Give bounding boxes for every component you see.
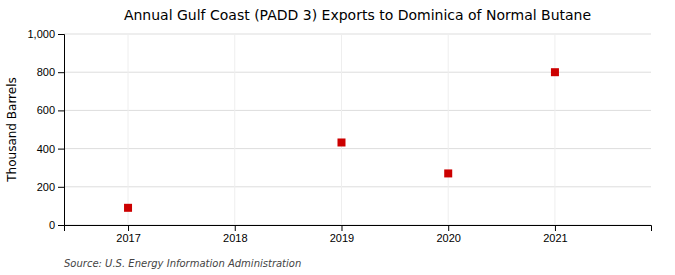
- tick-label: 200: [37, 181, 55, 193]
- tick-label: 400: [37, 143, 55, 155]
- tick-mark: [58, 187, 64, 188]
- tick-mark: [341, 225, 342, 231]
- tick-label: 2019: [330, 232, 354, 244]
- tick: 2018: [223, 225, 247, 244]
- tick: 600: [37, 104, 64, 116]
- tick-mark: [128, 225, 129, 231]
- grid: [64, 34, 651, 225]
- source-note: Source: U.S. Energy Information Administ…: [64, 258, 301, 269]
- grid-line: [64, 186, 651, 187]
- grid-line: [64, 72, 651, 73]
- tick-mark: [58, 72, 64, 73]
- tick-mark: [448, 225, 449, 231]
- tick-label: 2017: [116, 232, 140, 244]
- tick-mark: [555, 225, 556, 231]
- grid-line: [341, 34, 342, 225]
- tick-mark: [58, 34, 64, 35]
- tick: 400: [37, 143, 64, 155]
- point: [551, 68, 559, 76]
- tick: 200: [37, 181, 64, 193]
- title: Annual Gulf Coast (PADD 3) Exports to Do…: [124, 7, 591, 23]
- points: [124, 68, 559, 212]
- y-axis-title: Thousand Barrels: [5, 77, 19, 182]
- axis-line: [65, 226, 652, 232]
- grid-line: [64, 110, 651, 111]
- grid-line: [234, 34, 235, 225]
- tick-label: 0: [49, 219, 55, 231]
- tick: 800: [37, 66, 64, 78]
- grid-line: [128, 34, 129, 225]
- tick-mark: [58, 149, 64, 150]
- plot: 2017 2018 2019 2020 2021 0 200 400 600 800 1,000: [27, 28, 651, 244]
- tick: 2021: [543, 225, 567, 244]
- point: [337, 138, 345, 146]
- tick: 2017: [116, 225, 140, 244]
- y-axis: 0 200 400 600 800 1,000: [27, 28, 64, 231]
- tick: 2020: [436, 225, 460, 244]
- tick: 0: [49, 219, 64, 231]
- chart: 2017 2018 2019 2020 2021 0 200 400 600 800 1,000 An…: [0, 0, 675, 275]
- tick: 1,000: [27, 28, 64, 40]
- tick-mark: [58, 225, 64, 226]
- x-axis: 2017 2018 2019 2020 2021: [65, 225, 652, 244]
- grid-line: [554, 34, 555, 225]
- grid-line: [448, 34, 449, 225]
- grid-line: [64, 34, 651, 35]
- grid-line: [64, 148, 651, 149]
- axis-line: [58, 35, 65, 226]
- point: [444, 169, 452, 177]
- tick-label: 1,000: [27, 28, 55, 40]
- tick: 2019: [330, 225, 354, 244]
- tick-label: 2020: [436, 232, 460, 244]
- tick-mark: [235, 225, 236, 231]
- tick-label: 2018: [223, 232, 247, 244]
- tick-label: 800: [37, 66, 55, 78]
- point: [124, 204, 132, 212]
- tick-mark: [58, 110, 64, 111]
- tick-label: 600: [37, 104, 55, 116]
- tick-label: 2021: [543, 232, 567, 244]
